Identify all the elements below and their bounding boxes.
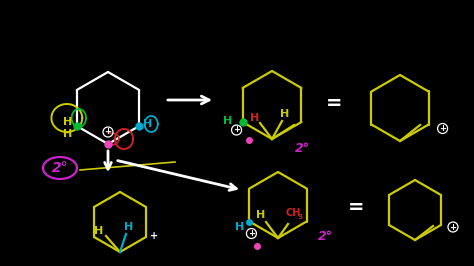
Text: +: + [439, 124, 446, 133]
Text: H: H [143, 119, 153, 129]
Text: +: + [150, 231, 158, 241]
Text: CH: CH [286, 208, 301, 218]
Text: H: H [250, 113, 259, 123]
Text: +: + [104, 127, 111, 136]
Text: H: H [236, 222, 245, 231]
Text: H: H [63, 129, 72, 139]
Text: +: + [449, 222, 456, 231]
Text: H: H [94, 226, 103, 236]
Text: H: H [63, 117, 72, 127]
Text: +: + [248, 229, 255, 238]
Text: H: H [280, 109, 289, 119]
Text: +: + [233, 126, 240, 135]
Text: H: H [223, 116, 232, 126]
Text: H: H [256, 210, 265, 220]
Text: H: H [124, 222, 133, 232]
Text: 3: 3 [298, 214, 303, 220]
Text: 2°: 2° [318, 230, 333, 243]
Text: =: = [348, 198, 365, 218]
Text: 2°: 2° [295, 142, 310, 155]
Text: 2°: 2° [52, 161, 68, 175]
Text: =: = [326, 94, 343, 114]
